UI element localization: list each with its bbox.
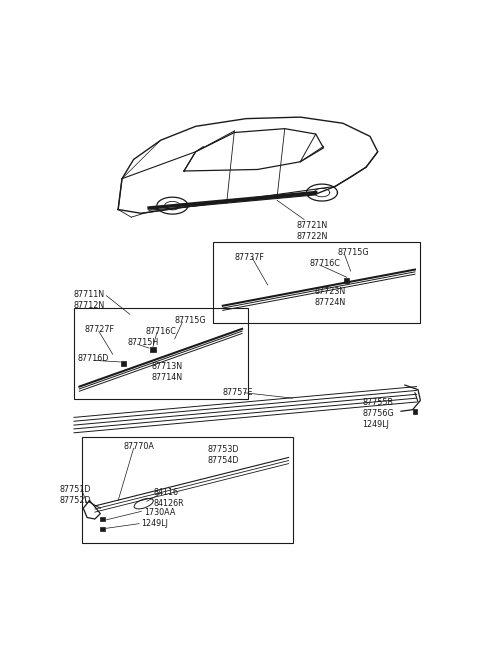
Bar bbox=[344, 278, 349, 283]
Text: 87711N
87712N: 87711N 87712N bbox=[74, 290, 105, 310]
Bar bbox=[82, 437, 292, 543]
Text: 87721N
87722N: 87721N 87722N bbox=[296, 221, 328, 241]
Text: 84116
84126R: 84116 84126R bbox=[153, 488, 184, 508]
Text: 87716D: 87716D bbox=[77, 354, 108, 364]
Text: 87715G: 87715G bbox=[175, 316, 206, 325]
Text: 87716C: 87716C bbox=[310, 259, 340, 268]
Bar bbox=[214, 242, 420, 323]
Bar bbox=[121, 361, 126, 366]
Text: 87715G: 87715G bbox=[337, 248, 369, 257]
Text: 87751D
87752D: 87751D 87752D bbox=[60, 485, 92, 505]
Text: 1730AA: 1730AA bbox=[144, 508, 175, 517]
Text: 87770A: 87770A bbox=[123, 442, 155, 451]
Text: 87716C: 87716C bbox=[145, 328, 176, 336]
Text: 87727F: 87727F bbox=[85, 325, 115, 334]
Text: 87713N
87714N: 87713N 87714N bbox=[152, 362, 182, 382]
Bar bbox=[100, 517, 105, 521]
Text: 87723N
87724N: 87723N 87724N bbox=[314, 286, 346, 307]
Text: 87715H: 87715H bbox=[127, 338, 159, 347]
Bar bbox=[150, 347, 156, 352]
Text: 87753D
87754D: 87753D 87754D bbox=[207, 445, 239, 465]
Text: 1249LJ: 1249LJ bbox=[142, 519, 168, 528]
Text: 87755B
87756G
1249LJ: 87755B 87756G 1249LJ bbox=[362, 398, 394, 429]
Bar bbox=[413, 409, 417, 413]
Text: 87737F: 87737F bbox=[234, 253, 264, 261]
Bar bbox=[100, 527, 105, 531]
Bar bbox=[74, 308, 248, 399]
Text: 87757E: 87757E bbox=[223, 388, 253, 397]
